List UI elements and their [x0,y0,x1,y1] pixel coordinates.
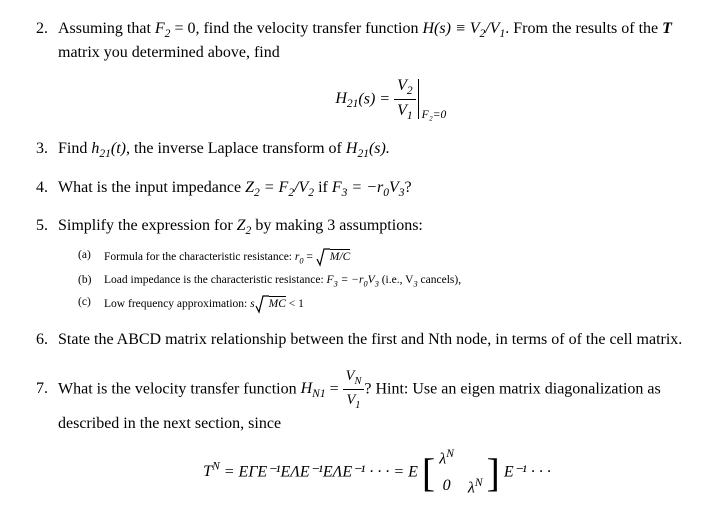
question-5: Simplify the expression for Z2 by making… [52,215,696,315]
question-3: Find h21(t), the inverse Laplace transfo… [52,138,696,162]
question-7: What is the velocity transfer function H… [52,366,696,500]
q5-sub-b: Load impedance is the characteristic res… [78,272,696,290]
q7-equation: TN = EΓE⁻¹EΛE⁻¹EΛE⁻¹ · · · = E [ λN 0 λN… [58,446,696,499]
q2-text: Assuming that F2 = 0, find the velocity … [58,20,672,61]
q5-sub-a: Formula for the characteristic resistanc… [78,247,696,268]
question-4: What is the input impedance Z2 = F2/V2 i… [52,177,696,201]
q5-sub-c: Low frequency approximation: sMC < 1 [78,294,696,315]
q2-equation: H21(s) = V2 V1 F₂=0 [58,75,696,125]
question-2: Assuming that F2 = 0, find the velocity … [52,18,696,124]
question-6: State the ABCD matrix relationship betwe… [52,329,696,351]
